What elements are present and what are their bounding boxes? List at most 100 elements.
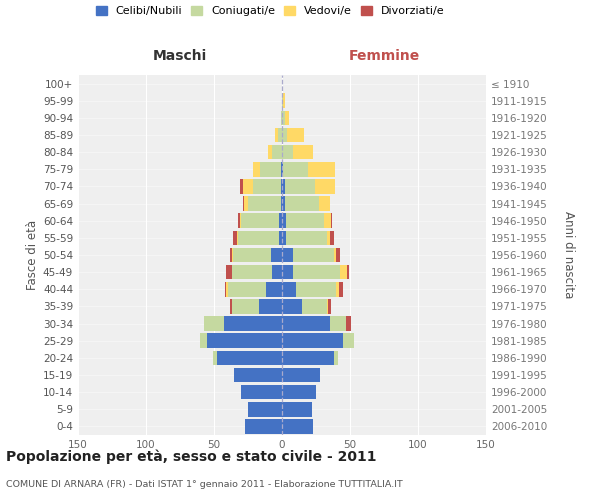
Bar [253,162,260,176]
Bar [245,419,282,434]
Bar [279,214,282,228]
Bar [238,214,240,228]
Bar [346,316,352,331]
Bar [293,145,313,160]
Bar [308,162,335,176]
Legend: Celibi/Nubili, Coniugati/e, Vedovi/e, Divorziati/e: Celibi/Nubili, Coniugati/e, Vedovi/e, Di… [95,6,445,16]
Bar [282,316,329,331]
Bar [230,299,232,314]
Bar [226,282,227,296]
Bar [248,402,282,416]
Bar [331,214,332,228]
Bar [334,350,338,365]
Bar [242,179,253,194]
Bar [232,248,233,262]
Bar [285,179,314,194]
Bar [235,368,282,382]
Bar [282,248,293,262]
Bar [217,350,282,365]
Bar [286,214,324,228]
Bar [282,385,316,400]
Y-axis label: Anni di nascita: Anni di nascita [562,212,575,298]
Bar [205,316,224,331]
Bar [271,248,282,262]
Bar [340,265,347,280]
Bar [282,145,293,160]
Bar [238,230,279,245]
Bar [272,265,282,280]
Bar [327,299,328,314]
Bar [324,214,331,228]
Bar [268,145,272,160]
Bar [259,299,282,314]
Y-axis label: Fasce di età: Fasce di età [26,220,39,290]
Bar [266,282,282,296]
Bar [282,196,285,211]
Text: Femmine: Femmine [349,48,419,62]
Bar [242,196,244,211]
Bar [343,334,354,348]
Bar [281,196,282,211]
Bar [281,179,282,194]
Bar [237,230,238,245]
Bar [225,282,226,296]
Text: Popolazione per età, sesso e stato civile - 2011: Popolazione per età, sesso e stato civil… [6,450,377,464]
Bar [302,299,327,314]
Bar [278,128,282,142]
Bar [282,299,302,314]
Bar [282,402,312,416]
Bar [275,128,278,142]
Bar [282,110,285,125]
Bar [282,230,286,245]
Bar [282,179,285,194]
Bar [282,94,283,108]
Bar [260,162,281,176]
Bar [337,282,339,296]
Bar [240,179,242,194]
Bar [282,214,286,228]
Bar [241,214,279,228]
Bar [281,110,282,125]
Bar [282,265,293,280]
Bar [279,230,282,245]
Bar [314,179,335,194]
Bar [240,214,241,228]
Text: COMUNE DI ARNARA (FR) - Dati ISTAT 1° gennaio 2011 - Elaborazione TUTTITALIA.IT: COMUNE DI ARNARA (FR) - Dati ISTAT 1° ge… [6,480,403,489]
Bar [329,316,346,331]
Bar [282,350,334,365]
Bar [282,282,296,296]
Bar [327,230,329,245]
Bar [282,419,313,434]
Bar [282,128,287,142]
Text: Maschi: Maschi [153,48,207,62]
Bar [248,196,281,211]
Bar [230,248,232,262]
Bar [339,282,343,296]
Bar [329,230,334,245]
Bar [293,265,340,280]
Bar [281,162,282,176]
Bar [296,282,337,296]
Bar [282,368,320,382]
Bar [347,265,349,280]
Bar [337,248,340,262]
Bar [286,230,327,245]
Bar [253,179,281,194]
Bar [272,145,282,160]
Bar [227,282,266,296]
Bar [283,162,308,176]
Bar [207,334,282,348]
Bar [319,196,329,211]
Bar [233,248,271,262]
Bar [241,385,282,400]
Bar [287,128,304,142]
Bar [282,162,283,176]
Bar [285,110,289,125]
Bar [200,334,207,348]
Bar [282,334,343,348]
Bar [232,265,272,280]
Bar [293,248,334,262]
Bar [285,196,319,211]
Bar [224,316,282,331]
Bar [328,299,331,314]
